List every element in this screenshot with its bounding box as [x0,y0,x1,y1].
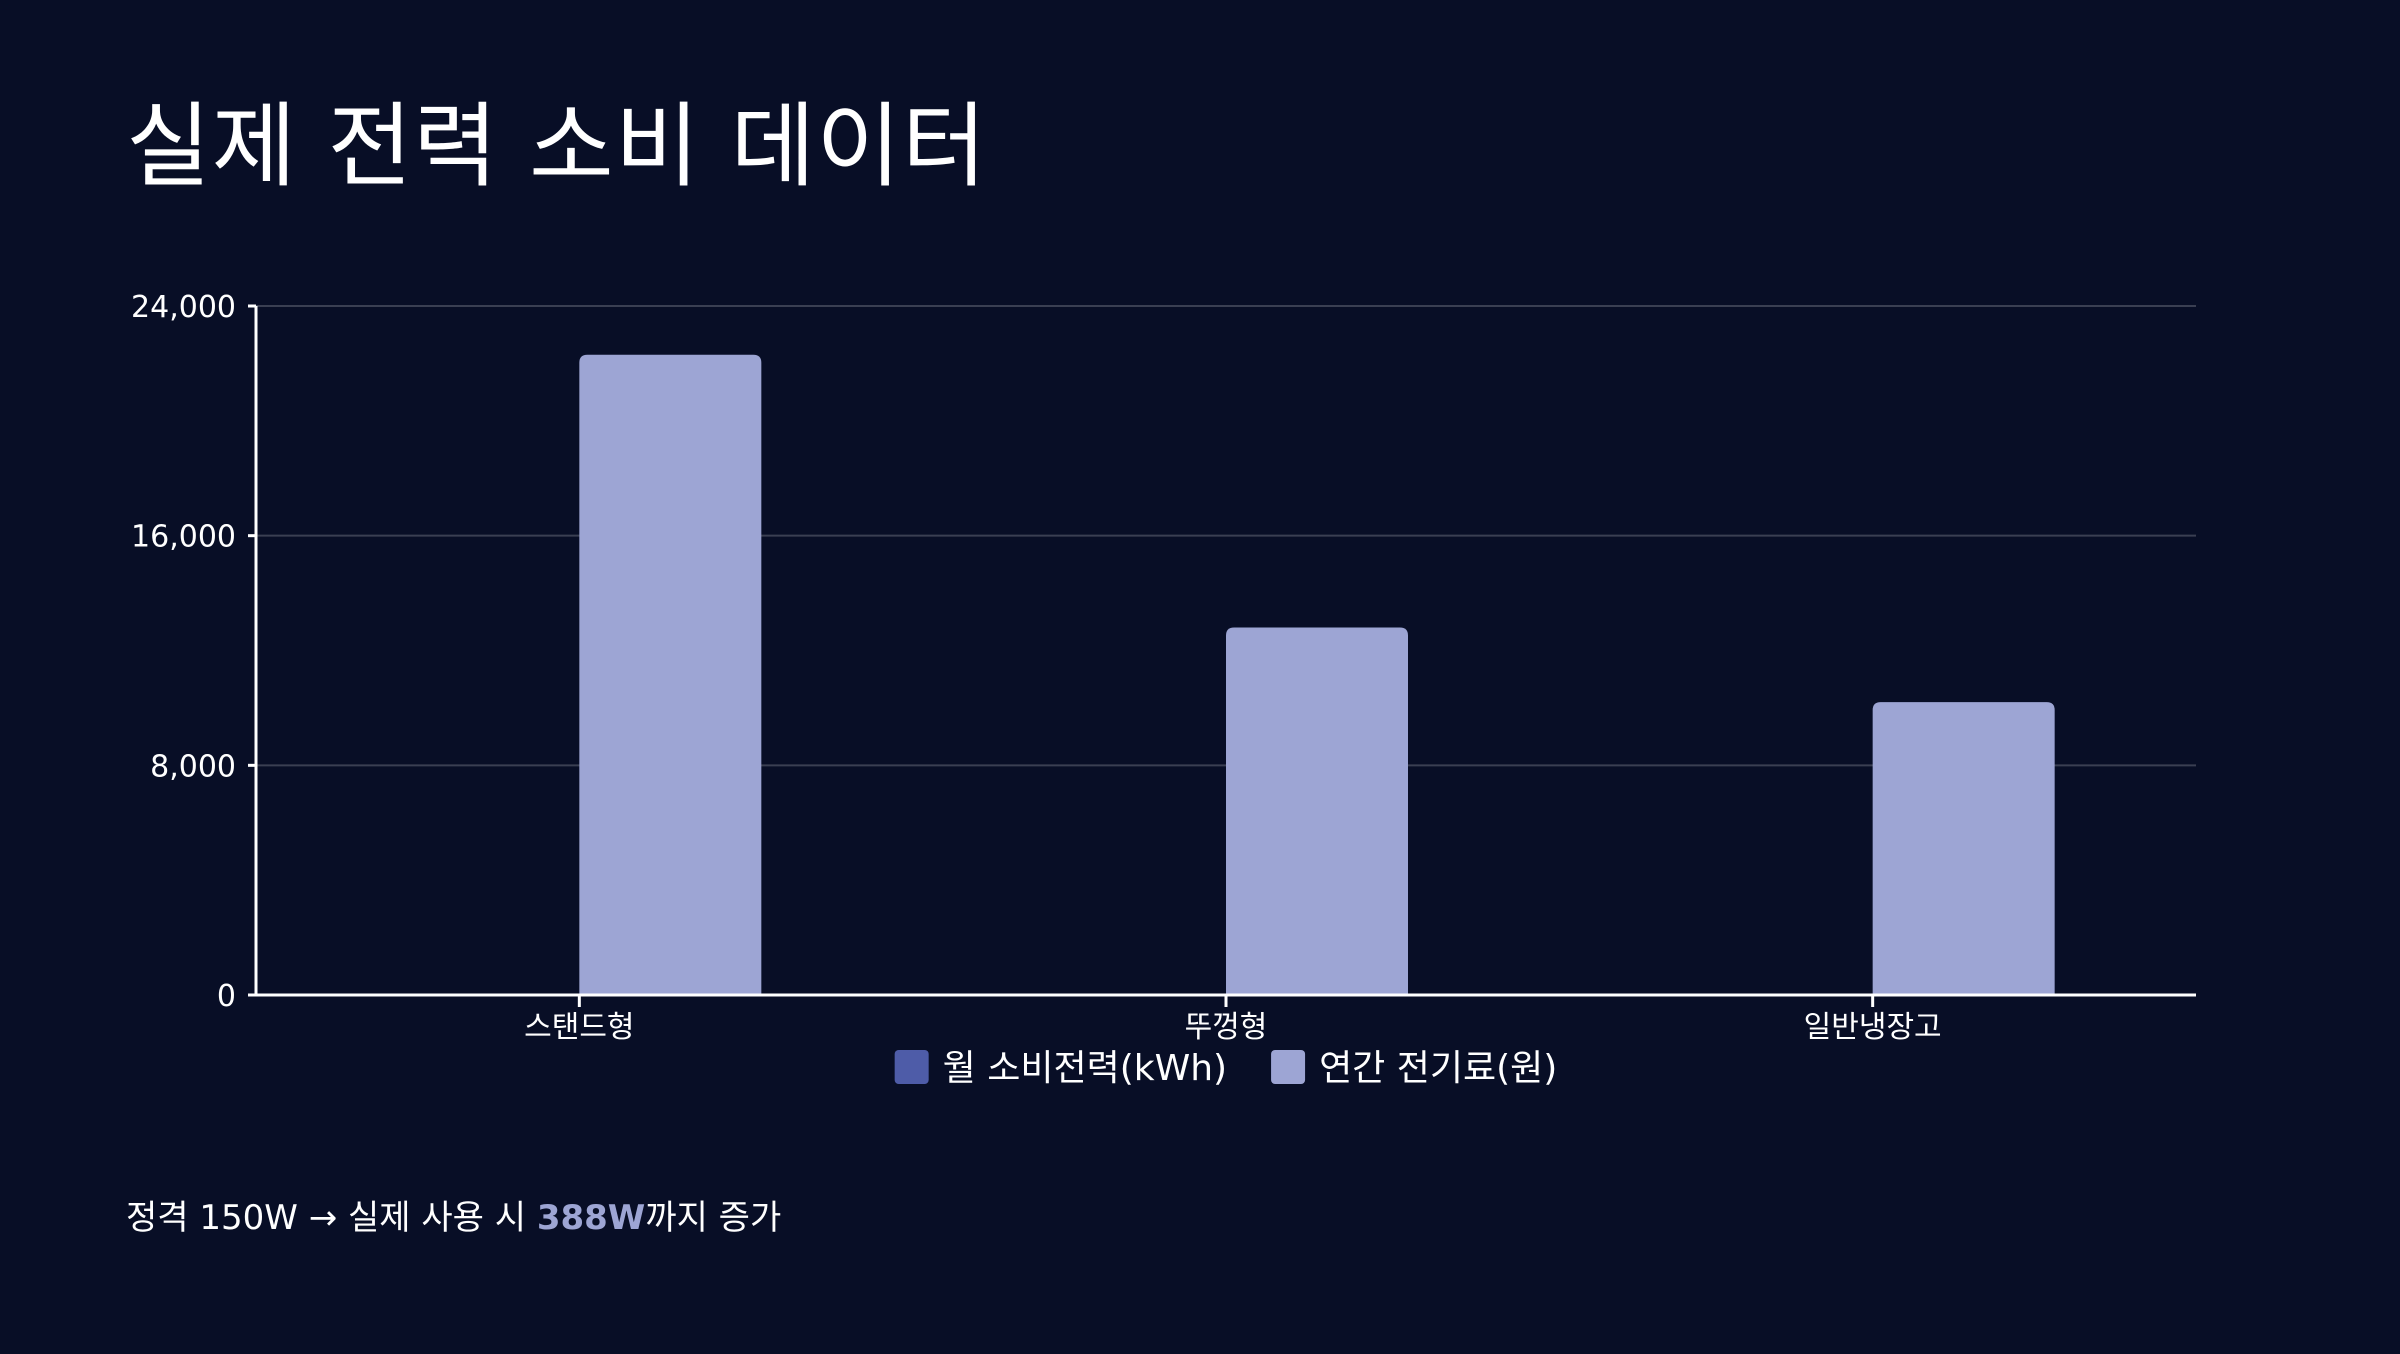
y-tick-label: 8,000 [150,749,236,784]
footnote-suffix: 까지 증가 [645,1198,782,1238]
y-tick-label: 24,000 [131,290,236,325]
footnote-prefix: 정격 150W → 실제 사용 시 [126,1198,537,1238]
slide-title: 실제 전력 소비 데이터 [126,93,988,200]
legend-label: 연간 전기료(원) [1319,1048,1557,1089]
legend-swatch [1271,1050,1306,1084]
y-tick-label: 0 [217,979,236,1014]
bar-annual-cost [1872,702,2055,995]
bar-annual-cost [1226,627,1408,995]
x-tick-label: 일반냉장고 [1804,1010,1942,1045]
x-tick-label: 뚜껑형 [1185,1010,1268,1045]
y-tick-label: 16,000 [131,520,236,555]
bar-annual-cost [579,354,762,995]
legend-label: 월 소비전력(kWh) [943,1048,1227,1089]
x-tick-label: 스탠드형 [524,1010,634,1045]
footnote-highlight: 388W [536,1198,646,1238]
footnote: 정격 150W → 실제 사용 시 388W까지 증가 [126,1196,781,1240]
legend-swatch [894,1050,929,1084]
